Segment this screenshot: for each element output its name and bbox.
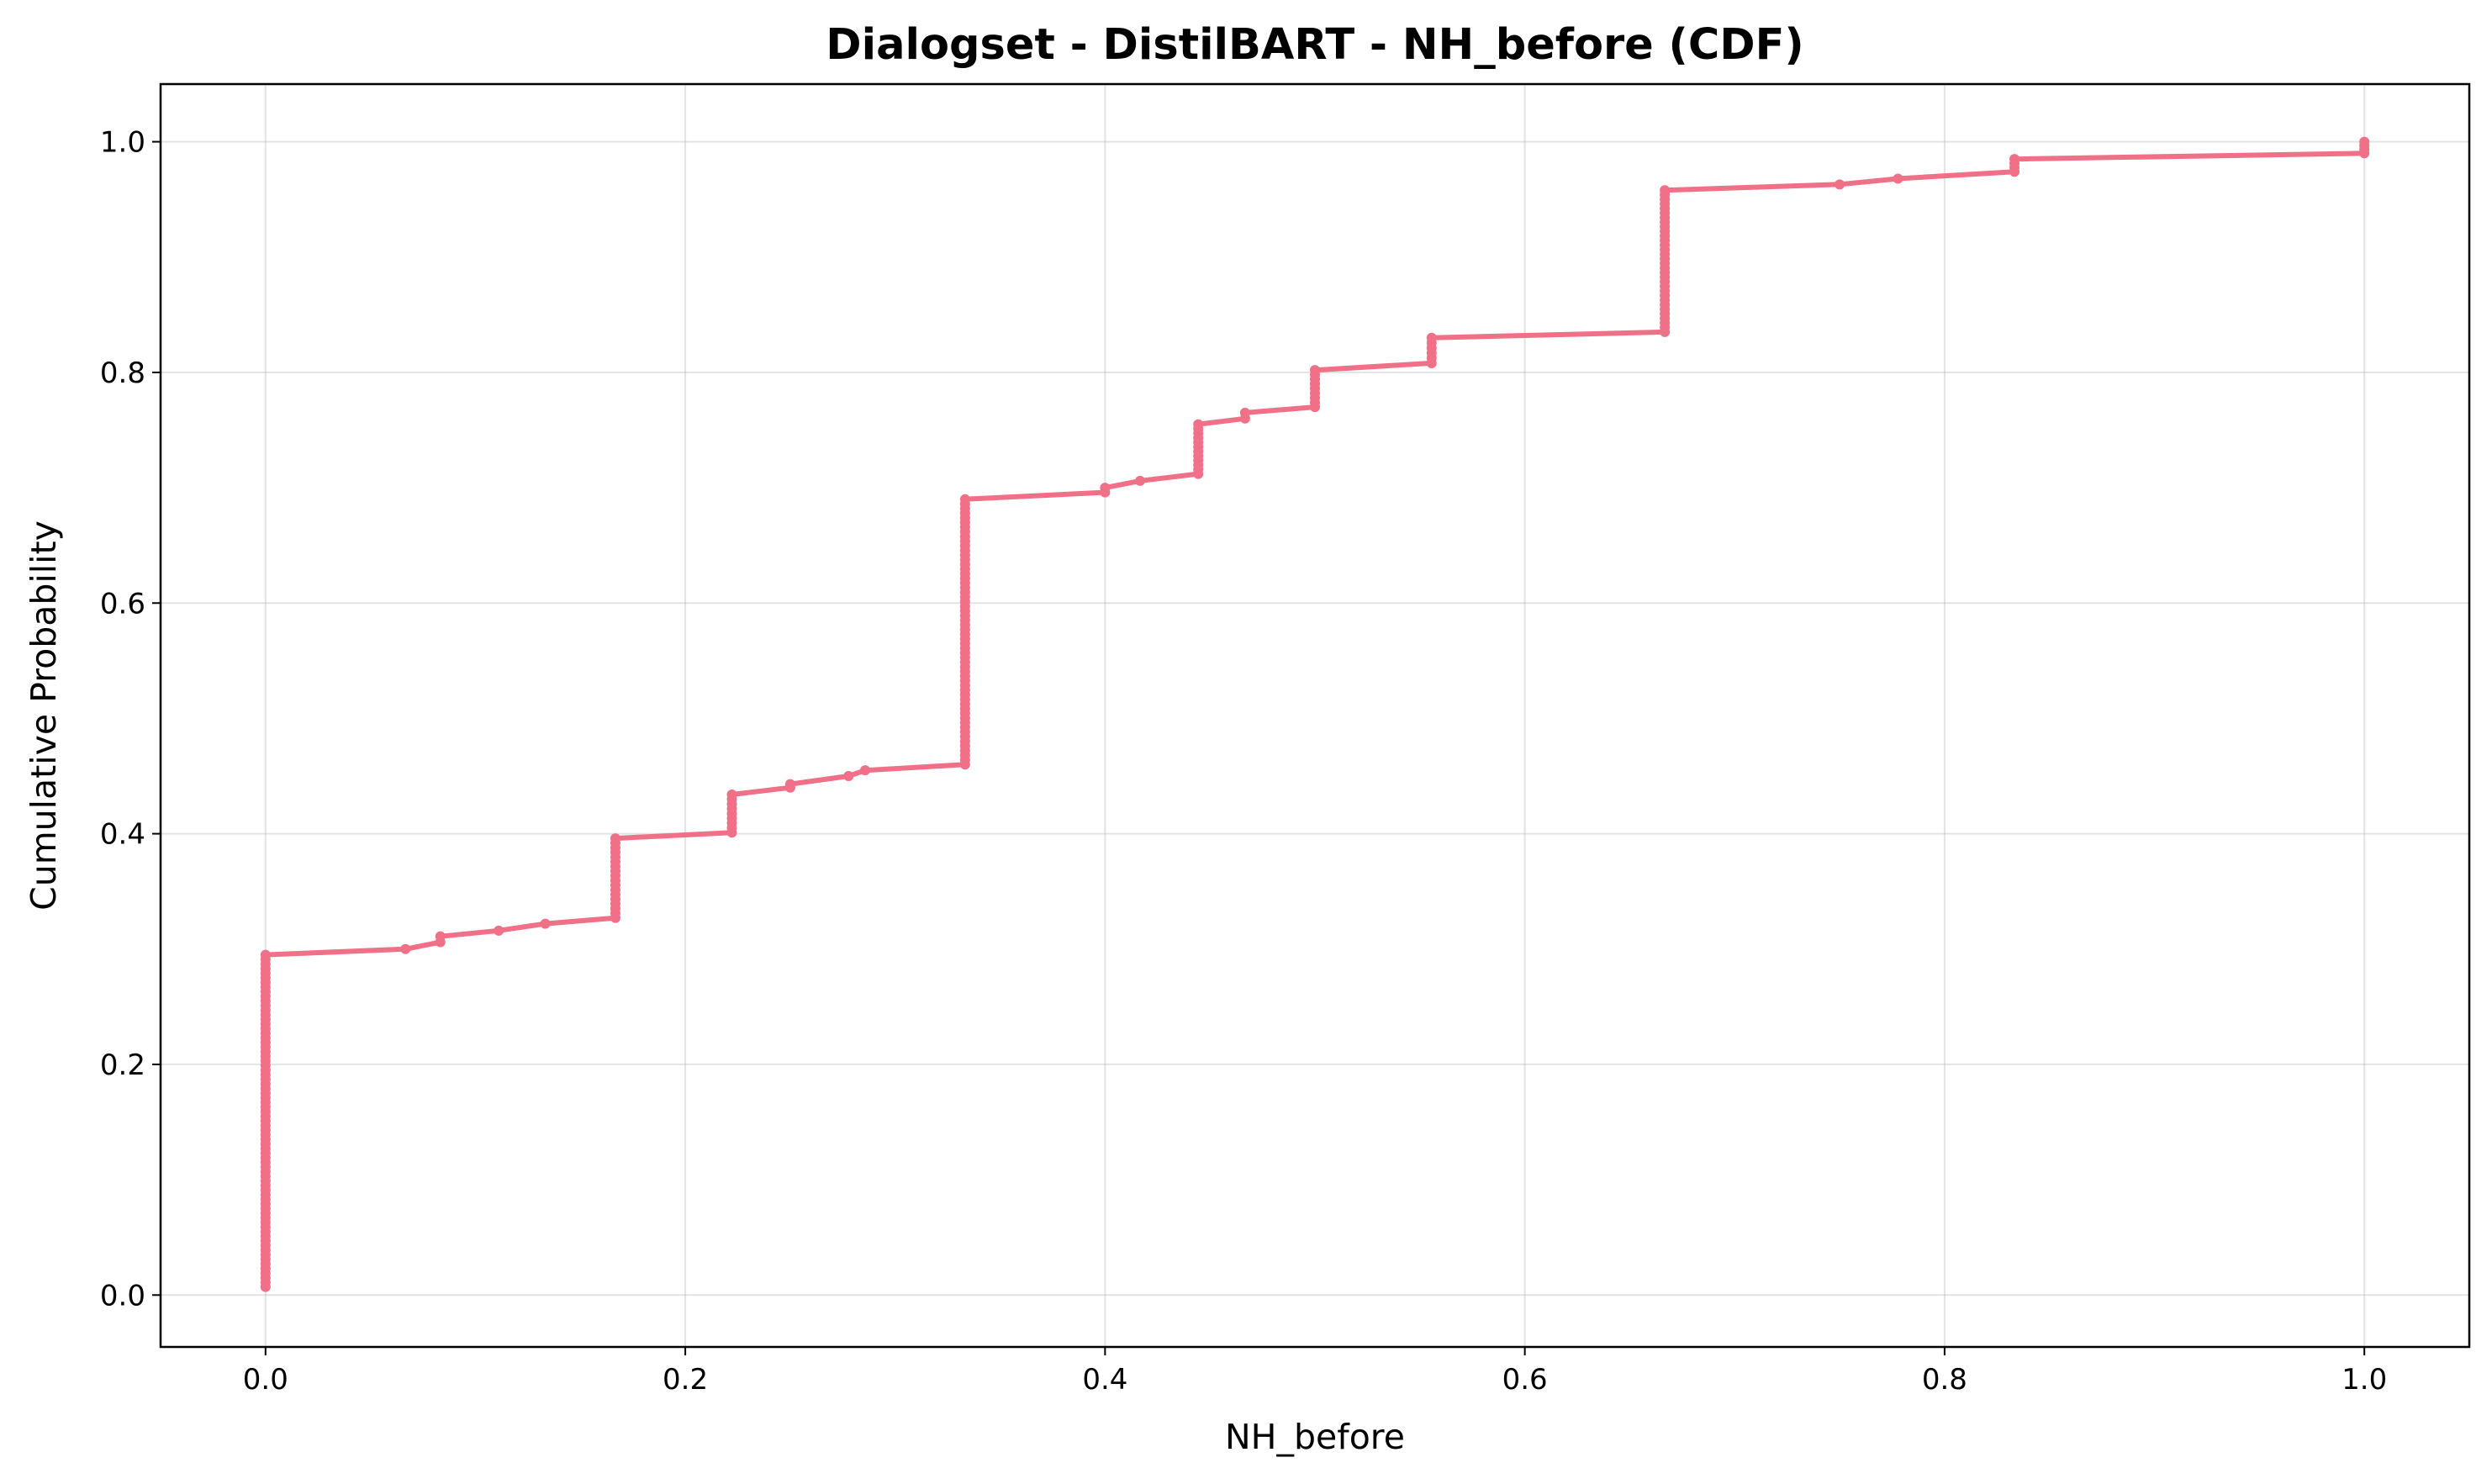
cdf-point bbox=[2359, 136, 2370, 147]
cdf-point bbox=[260, 949, 271, 960]
cdf-point bbox=[843, 771, 854, 782]
cdf-point bbox=[610, 833, 620, 844]
y-tick-label: 0.0 bbox=[100, 1279, 145, 1312]
cdf-point bbox=[400, 943, 411, 954]
cdf-point bbox=[784, 779, 795, 790]
cdf-point bbox=[726, 789, 737, 800]
cdf-point bbox=[1310, 365, 1320, 376]
plot-frame bbox=[159, 82, 2471, 1349]
cdf-point bbox=[1835, 179, 1845, 190]
cdf-point bbox=[860, 765, 871, 776]
x-tick-label: 0.4 bbox=[1082, 1363, 1127, 1397]
cdf-point bbox=[1193, 419, 1204, 430]
cdf-point bbox=[2009, 154, 2020, 165]
y-tick-label: 0.6 bbox=[100, 587, 145, 621]
x-tick-label: 0.0 bbox=[243, 1363, 288, 1397]
y-tick-label: 1.0 bbox=[100, 126, 145, 160]
cdf-point bbox=[1660, 185, 1671, 196]
y-tick-label: 0.4 bbox=[100, 818, 145, 852]
x-tick-label: 0.8 bbox=[1922, 1363, 1967, 1397]
chart-title: Dialogset - DistilBART - NH_before (CDF) bbox=[826, 20, 1803, 70]
cdf-point bbox=[435, 931, 446, 942]
cdf-point bbox=[540, 918, 551, 929]
cdf-point bbox=[494, 925, 504, 936]
grid bbox=[161, 84, 2469, 1347]
x-tick-label: 0.2 bbox=[663, 1363, 708, 1397]
cdf-point bbox=[1100, 483, 1111, 494]
cdf-point bbox=[1893, 173, 1903, 184]
axis-ticks: 0.0 0.2 0.4 0.6 0.8 1.0 0.0 0.2 0.4 0.6 0.8 1.0 bbox=[100, 126, 2387, 1397]
y-axis-label: Cumulative Probability bbox=[24, 520, 64, 911]
y-tick-label: 0.8 bbox=[100, 356, 145, 390]
x-tick-label: 0.6 bbox=[1502, 1363, 1548, 1397]
cdf-point bbox=[1426, 332, 1437, 343]
cdf-point bbox=[1135, 475, 1146, 486]
x-axis-label: NH_before bbox=[1225, 1417, 1405, 1457]
x-tick-label: 1.0 bbox=[2342, 1363, 2387, 1397]
cdf-point bbox=[1239, 407, 1250, 418]
cdf-point bbox=[959, 494, 970, 504]
y-tick-label: 0.2 bbox=[100, 1048, 145, 1082]
plot-area bbox=[260, 136, 2370, 1292]
